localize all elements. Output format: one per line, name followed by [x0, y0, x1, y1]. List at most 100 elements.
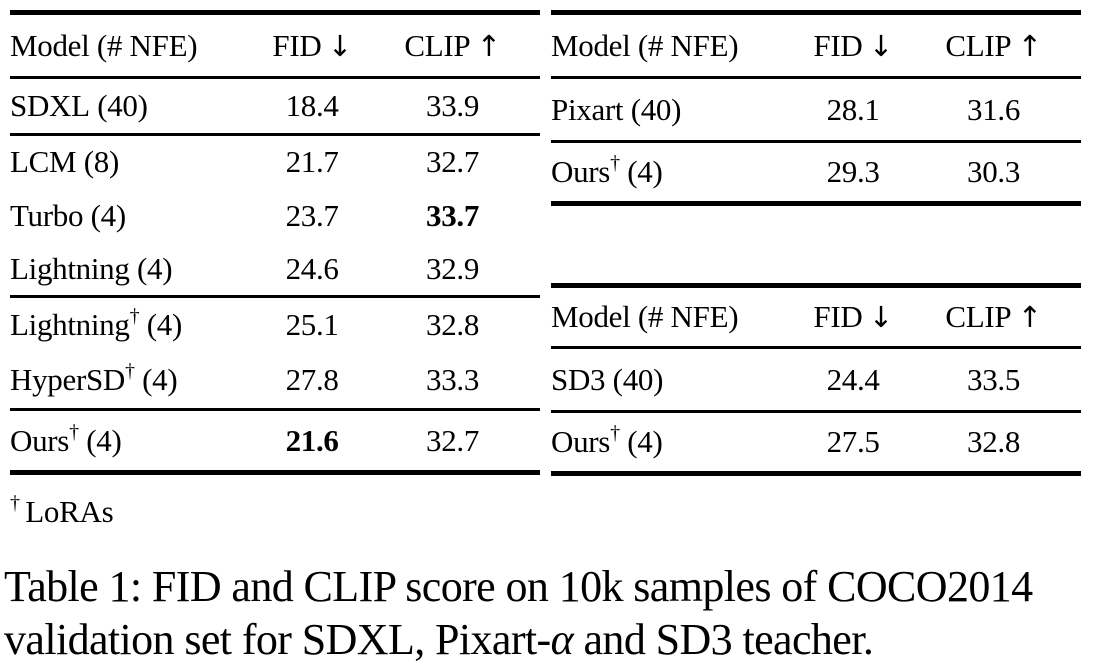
dagger-mark: † — [610, 152, 620, 174]
caption-line-2: validation set for SDXL, Pixart-α and SD… — [4, 613, 1033, 666]
model-nfe: (40) — [630, 91, 682, 127]
model-cell: Turbo (4) — [10, 189, 259, 243]
model-nfe: (4) — [86, 422, 122, 458]
model-nfe: (4) — [146, 307, 183, 343]
table-row: Lightning† (4) 25.1 32.8 — [10, 297, 540, 353]
model-name: Ours — [551, 424, 611, 459]
clip-label: CLIP — [945, 27, 1012, 63]
alpha-symbol: α — [550, 615, 574, 664]
table-row: SDXL (40) 18.4 33.9 — [10, 78, 540, 135]
footnote-text: LoRAs — [25, 494, 114, 529]
table-row: Ours† (4) 21.6 32.7 — [10, 410, 540, 473]
model-name: Lightning — [10, 307, 130, 343]
model-name: Lightning — [10, 250, 130, 286]
model-cell: LCM (8) — [10, 135, 259, 189]
model-nfe: (4) — [142, 362, 178, 398]
right-column: Model (# NFE) FID ↓ CLIP ↑ Pixart (40) 28.1… — [551, 10, 1081, 476]
model-cell: Lightning† (4) — [10, 297, 259, 353]
fid-value: 24.4 — [826, 361, 880, 397]
table-row: LCM (8) 21.7 32.7 — [10, 135, 540, 189]
clip-label: CLIP — [945, 299, 1012, 334]
dagger-mark: † — [610, 422, 620, 444]
table-footnote: † LoRAs — [10, 492, 114, 530]
column-header-model: Model (# NFE) — [551, 299, 739, 334]
model-cell: HyperSD† (4) — [10, 353, 259, 410]
clip-value: 32.7 — [426, 422, 480, 458]
clip-value: 31.6 — [967, 91, 1021, 127]
table-row: Pixart (40) 28.1 31.6 — [551, 78, 1081, 142]
sd3-results-table: Model (# NFE) FID ↓ CLIP ↑ SD3 (40) 24.4 33… — [551, 283, 1081, 476]
clip-value: 30.3 — [967, 154, 1021, 189]
down-arrow-icon: ↓ — [868, 300, 893, 334]
fid-value: 27.5 — [826, 424, 880, 459]
table-row: Ours† (4) 27.5 32.8 — [551, 412, 1081, 474]
clip-label: CLIP — [404, 27, 471, 63]
model-name: Ours — [10, 422, 70, 458]
dagger-mark: † — [125, 360, 135, 383]
model-name: Pixart — [551, 91, 624, 127]
clip-value: 33.9 — [426, 88, 480, 123]
down-arrow-icon: ↓ — [327, 28, 352, 63]
model-name: LCM — [10, 144, 77, 180]
fid-value: 28.1 — [826, 91, 880, 127]
table-row: Turbo (4) 23.7 33.7 — [10, 189, 540, 243]
down-arrow-icon: ↓ — [868, 28, 893, 63]
model-cell: Lightning (4) — [10, 243, 259, 297]
dagger-mark: † — [10, 492, 20, 514]
column-header-model: Model (# NFE) — [551, 27, 739, 63]
model-nfe: (4) — [627, 424, 663, 459]
table-header-row: Model (# NFE) FID ↓ CLIP ↑ — [551, 286, 1081, 348]
model-cell: SD3 (40) — [551, 348, 800, 412]
model-name: HyperSD — [10, 362, 125, 398]
fid-value: 18.4 — [285, 88, 339, 123]
up-arrow-icon: ↑ — [1017, 28, 1042, 63]
fid-value: 21.7 — [285, 144, 339, 180]
clip-value: 33.5 — [967, 361, 1021, 397]
fid-value: 24.6 — [285, 250, 339, 286]
column-header-fid: FID ↓ — [800, 286, 906, 348]
fid-label: FID — [813, 27, 863, 63]
clip-value: 32.7 — [426, 144, 480, 180]
model-name: SD3 — [551, 361, 606, 397]
model-nfe: (4) — [627, 154, 663, 189]
pixart-results-table: Model (# NFE) FID ↓ CLIP ↑ Pixart (40) 28.1… — [551, 10, 1081, 206]
model-cell: Ours† (4) — [551, 412, 800, 474]
model-name: Turbo — [10, 197, 84, 233]
model-name: Ours — [551, 154, 611, 189]
fid-label: FID — [813, 299, 863, 334]
caption-line-1: Table 1: FID and CLIP score on 10k sampl… — [4, 562, 1033, 611]
model-cell: SDXL (40) — [10, 78, 259, 135]
fid-value-best: 21.6 — [285, 422, 339, 458]
model-cell: Pixart (40) — [551, 78, 800, 142]
model-cell: Ours† (4) — [10, 410, 259, 473]
column-header-clip: CLIP ↑ — [906, 286, 1081, 348]
column-header-fid: FID ↓ — [800, 13, 906, 78]
caption-line-2-post: and SD3 teacher. — [573, 615, 874, 664]
clip-value: 32.8 — [426, 307, 480, 343]
clip-value: 32.9 — [426, 250, 480, 286]
dagger-mark: † — [129, 305, 140, 328]
column-header-fid: FID ↓ — [259, 13, 365, 78]
up-arrow-icon: ↑ — [1017, 300, 1042, 334]
table-row: HyperSD† (4) 27.8 33.3 — [10, 353, 540, 410]
column-header-model: Model (# NFE) — [10, 27, 198, 63]
fid-label: FID — [272, 27, 322, 63]
model-name: SDXL — [10, 88, 90, 123]
caption-line-2-pre: validation set for SDXL, Pixart- — [4, 615, 551, 664]
model-nfe: (8) — [83, 144, 120, 180]
column-header-clip: CLIP ↑ — [365, 13, 540, 78]
fid-value: 23.7 — [285, 197, 339, 233]
fid-value: 25.1 — [285, 307, 339, 343]
model-cell: Ours† (4) — [551, 142, 800, 204]
table-header-row: Model (# NFE) FID ↓ CLIP ↑ — [551, 13, 1081, 78]
column-header-clip: CLIP ↑ — [906, 13, 1081, 78]
clip-value: 32.8 — [967, 424, 1021, 459]
clip-value-best: 33.7 — [426, 197, 480, 233]
table-header-row: Model (# NFE) FID ↓ CLIP ↑ — [10, 13, 540, 78]
fid-value: 27.8 — [285, 362, 339, 398]
model-nfe: (40) — [97, 88, 148, 123]
model-nfe: (4) — [137, 250, 173, 286]
table-row: Ours† (4) 29.3 30.3 — [551, 142, 1081, 204]
model-nfe: (40) — [612, 361, 664, 397]
